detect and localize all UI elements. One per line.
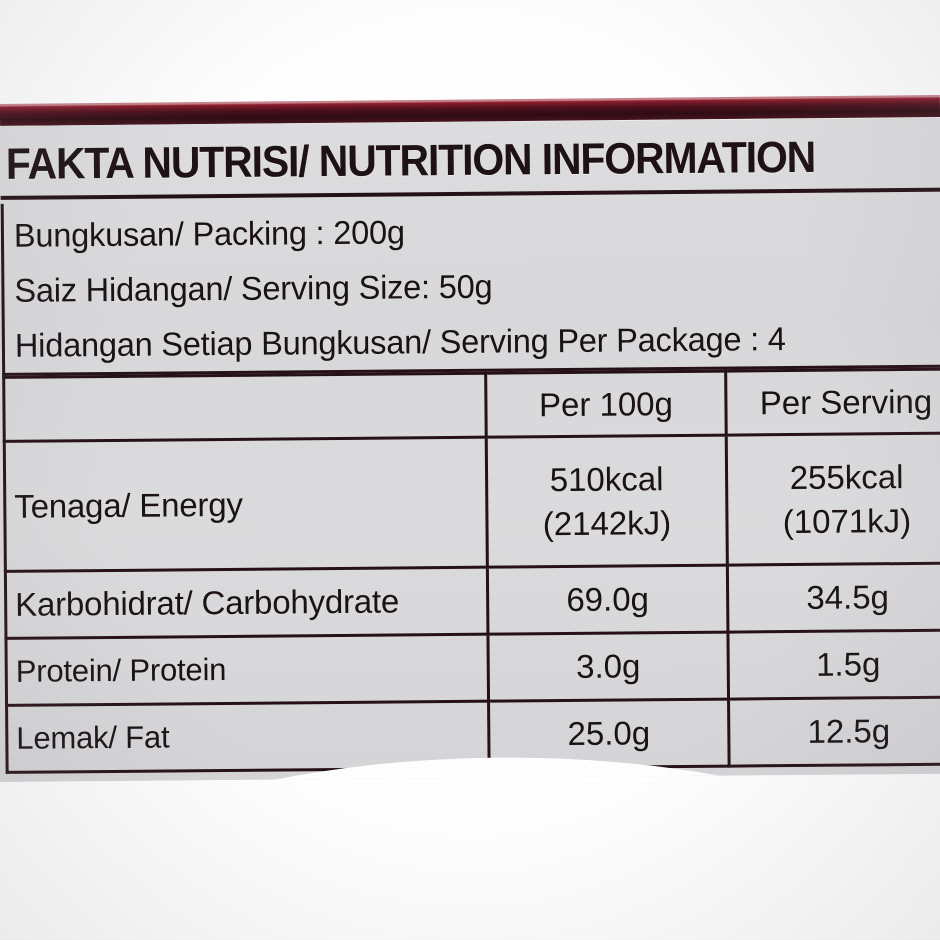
label-title: FAKTA NUTRISI/ NUTRITION INFORMATION bbox=[5, 132, 816, 189]
cell-fat-per-serving: 12.5g bbox=[728, 697, 940, 767]
cell-protein-per-serving: 1.5g bbox=[727, 630, 940, 700]
table-row-carbohydrate: Karbohidrat/ Carbohydrate 69.0g 34.5g bbox=[5, 563, 940, 639]
header-per-serving: Per Serving bbox=[725, 369, 940, 436]
cell-carbohydrate-per-serving: 34.5g bbox=[727, 563, 940, 633]
cell-energy-per-serving: 255kcal (1071kJ) bbox=[726, 433, 940, 566]
table-header-row: Per 100g Per Serving bbox=[3, 369, 940, 442]
serving-size-line: Saiz Hidangan/ Serving Size: 50g bbox=[14, 267, 493, 309]
table-row-energy: Tenaga/ Energy 510kcal (2142kJ) 255kcal … bbox=[4, 433, 940, 572]
row-label-protein: Protein/ Protein bbox=[5, 634, 489, 706]
row-label-energy: Tenaga/ Energy bbox=[4, 437, 488, 572]
energy-per-serving-kcal: 255kcal bbox=[789, 457, 904, 496]
nutrition-facts-table: Per 100g Per Serving Tenaga/ Energy 510k… bbox=[2, 367, 940, 773]
serving-info-block: Bungkusan/ Packing : 200g Saiz Hidangan/… bbox=[0, 195, 940, 376]
cell-carbohydrate-per-100g: 69.0g bbox=[487, 565, 728, 635]
energy-per-100g-kj: (2142kJ) bbox=[542, 503, 672, 542]
cell-energy-per-100g: 510kcal (2142kJ) bbox=[486, 435, 728, 568]
energy-per-100g-kcal: 510kcal bbox=[549, 459, 664, 498]
cell-protein-per-100g: 3.0g bbox=[487, 632, 729, 702]
packing-line: Bungkusan/ Packing : 200g bbox=[13, 213, 405, 254]
table-row-protein: Protein/ Protein 3.0g 1.5g bbox=[5, 630, 940, 706]
nutrition-label-panel: FAKTA NUTRISI/ NUTRITION INFORMATION Bun… bbox=[0, 117, 940, 782]
row-label-carbohydrate: Karbohidrat/ Carbohydrate bbox=[5, 567, 488, 639]
header-per-100g: Per 100g bbox=[485, 371, 727, 438]
energy-per-serving-kj: (1071kJ) bbox=[782, 501, 912, 540]
servings-per-package-line: Hidangan Setiap Bungkusan/ Serving Per P… bbox=[14, 320, 786, 364]
header-nutrient-cell bbox=[3, 373, 487, 442]
package-top-white-area bbox=[0, 0, 940, 108]
label-title-row: FAKTA NUTRISI/ NUTRITION INFORMATION bbox=[0, 125, 940, 200]
